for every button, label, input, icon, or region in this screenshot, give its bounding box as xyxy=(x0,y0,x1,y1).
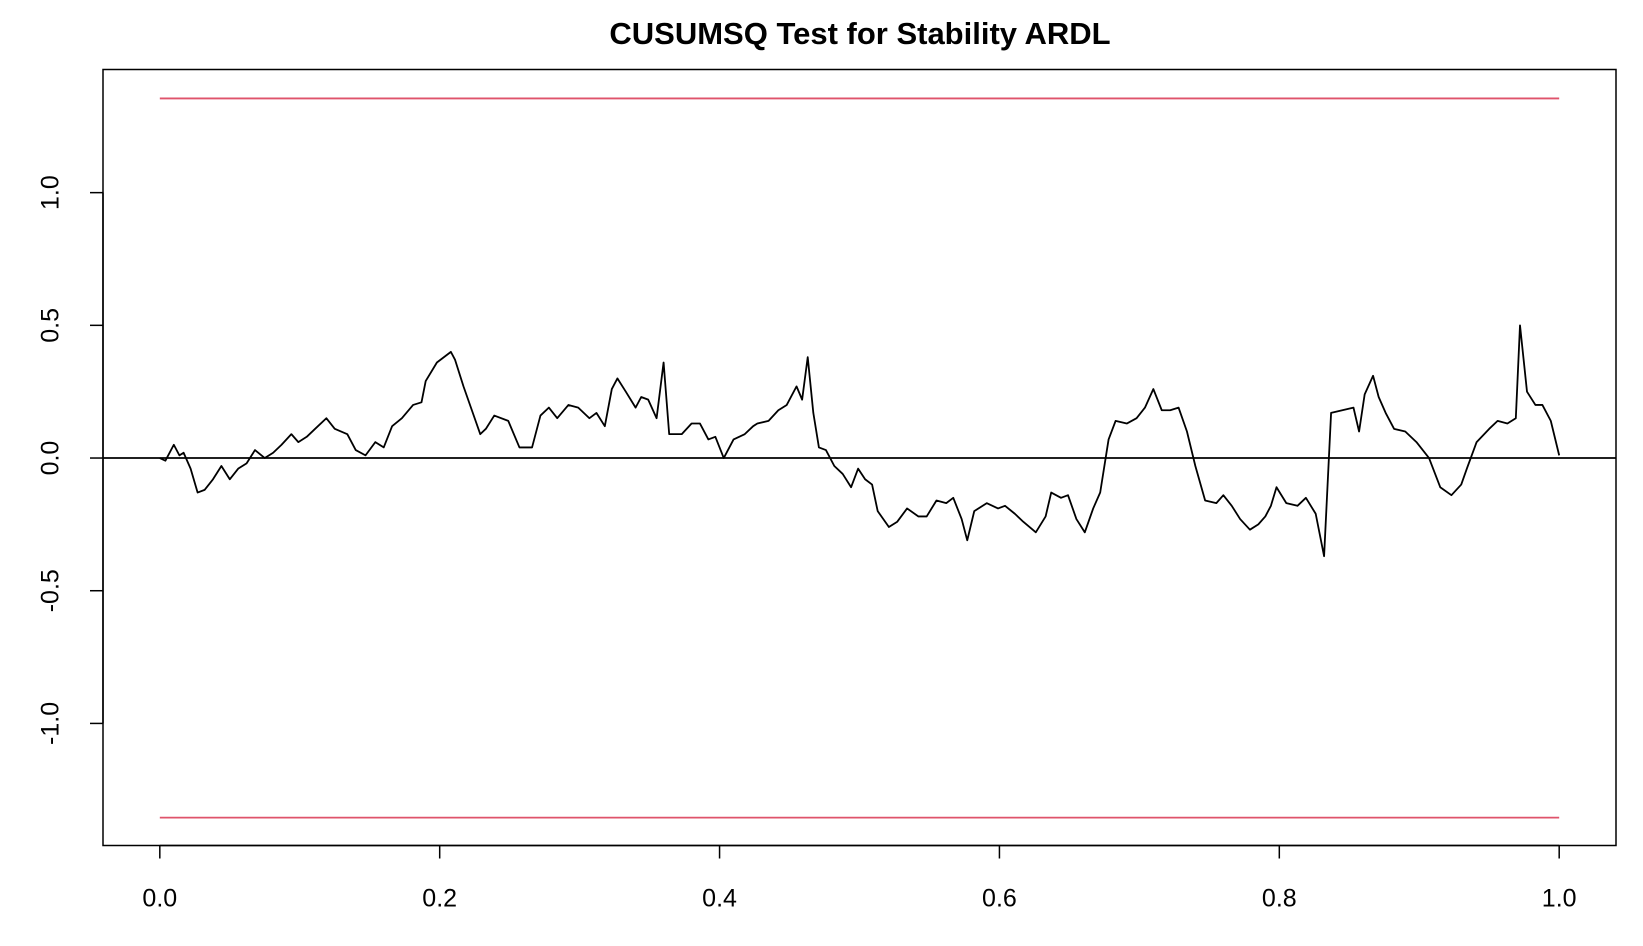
y-tick-label: -1.0 xyxy=(37,702,65,745)
x-tick-label: 0.4 xyxy=(702,885,737,913)
y-tick-label: 0.5 xyxy=(37,308,65,343)
cusumsq-line xyxy=(159,324,1561,558)
x-tick-label: 1.0 xyxy=(1542,885,1577,913)
y-tick-label: 0.0 xyxy=(37,441,65,476)
x-tick-label: 0.8 xyxy=(1262,885,1297,913)
x-tick-label: 0.6 xyxy=(982,885,1017,913)
y-tick-label: -0.5 xyxy=(37,569,65,612)
x-tick-label: 0.0 xyxy=(142,885,177,913)
chart-title: CUSUMSQ Test for Stability ARDL xyxy=(609,16,1110,51)
y-tick-label: 1.0 xyxy=(37,175,65,210)
x-tick-label: 0.2 xyxy=(422,885,457,913)
